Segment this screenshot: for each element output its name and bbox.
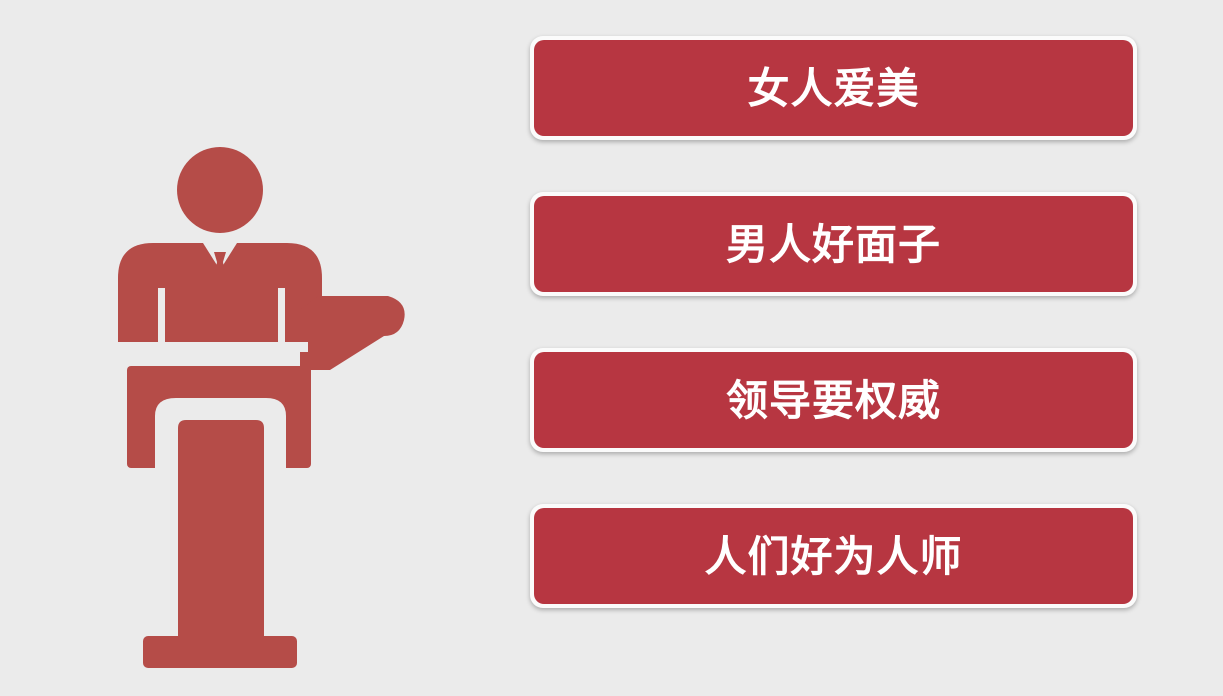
- statement-box: 领导要权威: [534, 352, 1133, 448]
- speaker-at-podium-icon: [0, 0, 460, 696]
- statement-label: 女人爱美: [747, 63, 920, 113]
- statement-list: 女人爱美 男人好面子 领导要权威 人们好为人师: [530, 36, 1137, 660]
- tie-shape: [210, 252, 230, 316]
- speaker-at-podium-svg: [118, 147, 405, 668]
- statement-box: 女人爱美: [534, 40, 1133, 136]
- podium-base-shape: [143, 636, 297, 668]
- statement-label: 男人好面子: [725, 219, 941, 269]
- right-sleeve-seam: [278, 288, 285, 344]
- statement-box: 人们好为人师: [534, 508, 1133, 604]
- head-shape: [177, 147, 263, 233]
- statement-item-3: 领导要权威: [530, 348, 1137, 452]
- statement-label: 人们好为人师: [704, 531, 963, 581]
- arm-shape: [300, 296, 405, 370]
- statement-box: 男人好面子: [534, 196, 1133, 292]
- podium-column-shape: [178, 420, 264, 644]
- podium-arch-gap: [155, 398, 286, 468]
- torso-podium-gap: [118, 342, 308, 352]
- statement-item-4: 人们好为人师: [530, 504, 1137, 608]
- statement-item-1: 女人爱美: [530, 36, 1137, 140]
- statement-item-2: 男人好面子: [530, 192, 1137, 296]
- statement-label: 领导要权威: [725, 375, 941, 425]
- left-sleeve-seam: [158, 288, 165, 344]
